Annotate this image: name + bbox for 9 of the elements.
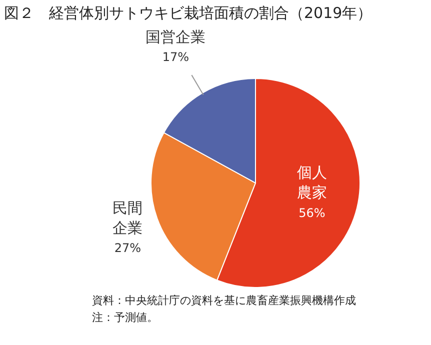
slice-label: 個人農家 [296, 164, 327, 202]
slice-label: 民間企業 [112, 198, 143, 237]
text: 資料：中央統計庁の資料を基に農畜産業振興機構作成 [92, 294, 356, 307]
text: 注：予測値。 [92, 311, 158, 324]
data-label: 17% [162, 50, 190, 64]
slice-label: 国営企業 [146, 28, 206, 46]
chart-title: 図２ 経営体別サトウキビ栽培面積の割合（2019年） [4, 4, 374, 24]
data-label: 56% [298, 206, 326, 220]
data-label: 27% [114, 241, 142, 256]
